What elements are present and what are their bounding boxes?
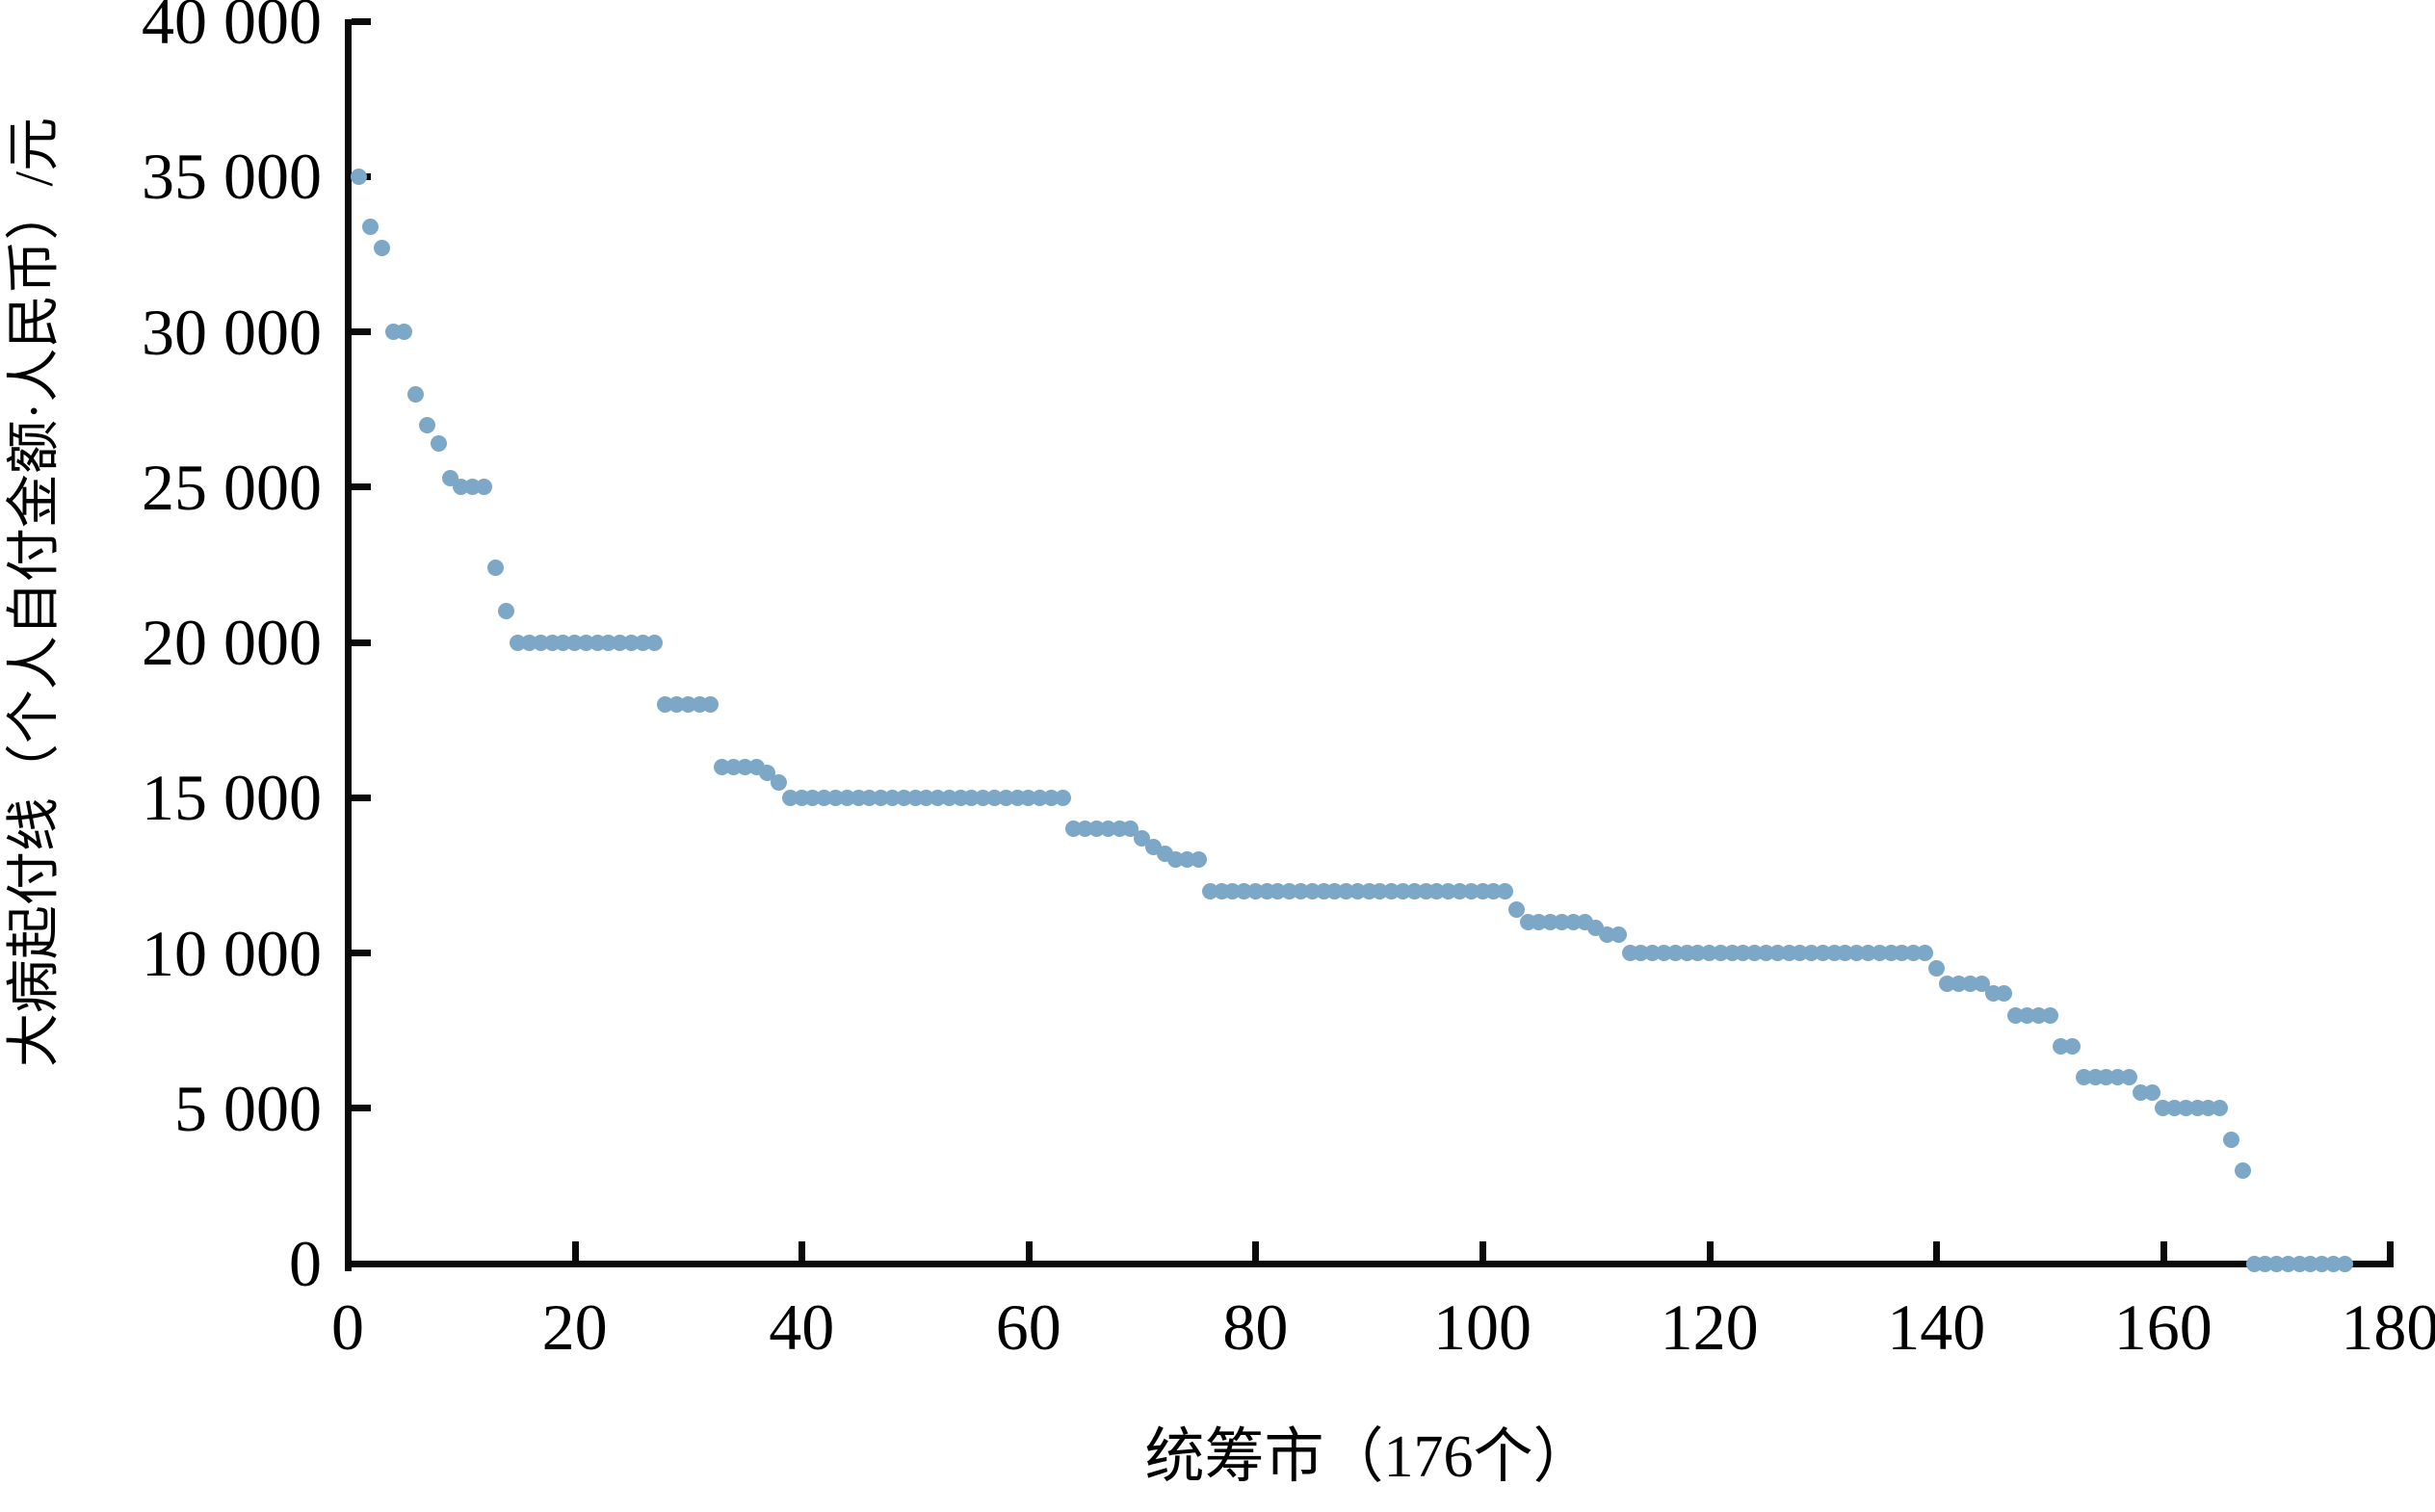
data-point [362, 218, 380, 235]
data-point [1927, 960, 1945, 978]
y-tick-label: 40 000 [142, 0, 322, 59]
data-point [407, 385, 425, 403]
data-point [1191, 851, 1207, 869]
data-point [430, 435, 447, 453]
data-point [702, 696, 720, 714]
data-point [2336, 1255, 2353, 1272]
data-point [396, 324, 413, 341]
y-tick-label: 10 000 [142, 916, 322, 990]
y-tick-label: 5 000 [174, 1071, 322, 1145]
x-tick-label: 100 [1433, 1290, 1532, 1364]
data-point [2064, 1037, 2082, 1055]
y-tick [352, 483, 371, 491]
y-tick-label: 25 000 [142, 450, 322, 524]
y-tick [352, 950, 371, 957]
x-tick-label: 160 [2113, 1290, 2212, 1364]
y-axis-line [345, 19, 352, 1271]
x-tick-label: 20 [541, 1290, 608, 1364]
y-tick [352, 794, 371, 801]
x-tick-label: 40 [769, 1290, 835, 1364]
x-tick-label: 60 [995, 1290, 1061, 1364]
data-point [1916, 945, 1933, 962]
x-tick-label: 120 [1660, 1290, 1759, 1364]
x-tick-label: 140 [1887, 1290, 1986, 1364]
data-point [418, 416, 435, 433]
y-tick [352, 639, 371, 646]
x-tick [571, 1241, 579, 1263]
x-tick [1479, 1241, 1486, 1263]
x-tick-label: 180 [2341, 1290, 2435, 1364]
x-axis-line [345, 1261, 2394, 1267]
data-point [2120, 1069, 2137, 1086]
y-axis-title: 大病起付线（个人自付金额·人民币）/元 [5, 117, 65, 1068]
y-tick-label: 20 000 [142, 606, 322, 680]
data-point [351, 168, 368, 185]
x-tick [1252, 1241, 1260, 1263]
data-point [2143, 1084, 2160, 1102]
data-point [1497, 882, 1514, 899]
data-point [2041, 1006, 2058, 1024]
y-tick-label: 30 000 [142, 295, 322, 369]
y-tick-label: 15 000 [142, 761, 322, 835]
data-point [2234, 1161, 2251, 1179]
data-point [498, 603, 515, 620]
x-tick [1706, 1241, 1714, 1263]
data-point [1054, 789, 1071, 806]
data-point [475, 479, 492, 496]
data-point [2222, 1131, 2239, 1148]
y-tick-label: 35 000 [142, 140, 322, 214]
data-point [1507, 900, 1525, 918]
y-tick-label: 0 [289, 1227, 322, 1300]
x-tick-label: 0 [331, 1290, 364, 1364]
data-point [373, 240, 390, 257]
y-tick [352, 328, 371, 336]
data-point [771, 773, 788, 791]
data-point [1996, 984, 2013, 1002]
data-point [645, 634, 663, 651]
x-tick [2387, 1241, 2395, 1263]
x-tick [1025, 1241, 1033, 1263]
y-tick [352, 17, 371, 25]
x-tick [799, 1241, 806, 1263]
data-point [486, 560, 504, 577]
x-tick [1933, 1241, 1941, 1263]
x-tick [2160, 1241, 2167, 1263]
x-axis-title: 统筹市（176个） [1144, 1424, 1593, 1490]
data-point [1610, 925, 1627, 943]
x-tick-label: 80 [1222, 1290, 1289, 1364]
data-point [2212, 1100, 2229, 1117]
x-tick [345, 1241, 352, 1263]
y-tick [352, 1260, 371, 1267]
y-tick [352, 1105, 371, 1112]
